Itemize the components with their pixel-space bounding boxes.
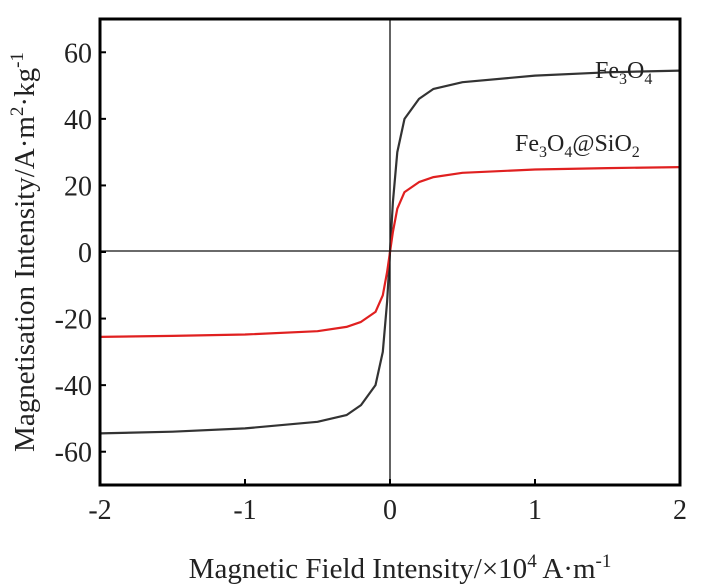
y-tick-label: 60 xyxy=(64,38,92,69)
y-tick-label: -60 xyxy=(55,438,92,469)
y-tick-label: -20 xyxy=(55,305,92,336)
series-label-fe3o4: Fe3O4 xyxy=(595,58,652,88)
x-tick-label: -1 xyxy=(233,495,256,526)
y-axis-label: Magnetisation Intensity/A·m2·kg-1 xyxy=(7,52,41,452)
y-tick-label: 0 xyxy=(78,238,92,269)
y-tick-label: 20 xyxy=(64,171,92,202)
x-tick-label: 2 xyxy=(673,495,687,526)
x-axis-label: Magnetic Field Intensity/×104 A·m-1 xyxy=(189,551,612,585)
y-tick-label: 40 xyxy=(64,105,92,136)
y-tick-label: -40 xyxy=(55,371,92,402)
x-tick-label: 0 xyxy=(383,495,397,526)
x-tick-label: -2 xyxy=(88,495,111,526)
x-tick-label: 1 xyxy=(528,495,542,526)
series-label-fe3o4-sio2: Fe3O4@SiO2 xyxy=(515,131,640,161)
